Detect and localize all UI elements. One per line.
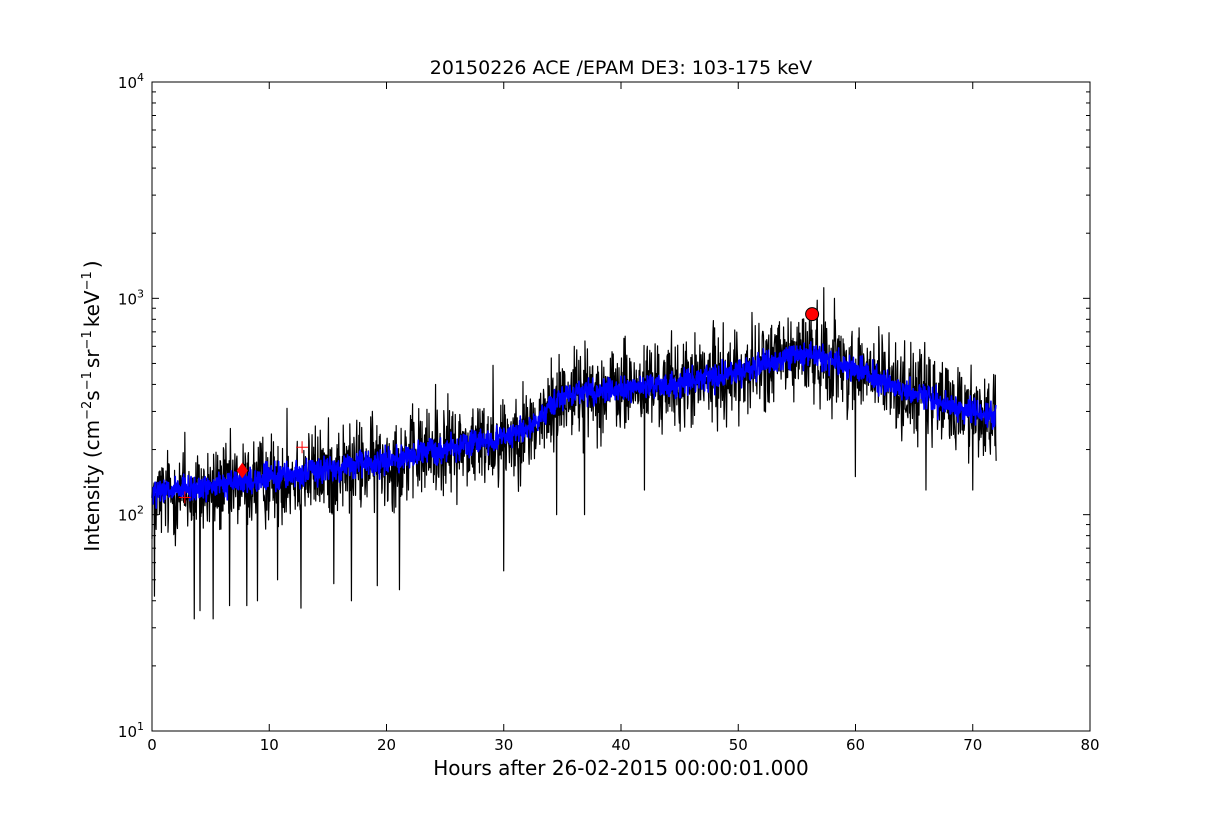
y-axis-label-mid2: sr bbox=[80, 349, 104, 368]
event-marker-circle bbox=[805, 307, 820, 322]
x-tick-label: 10 bbox=[260, 736, 279, 754]
y-axis-label-sup2: −1 bbox=[80, 371, 95, 390]
marker-layer bbox=[178, 307, 820, 504]
chart-title: 20150226 ACE /EPAM DE3: 103-175 keV bbox=[430, 57, 812, 79]
y-axis-label: Intensity (cm−2s−1sr−1keV−1) bbox=[80, 260, 104, 551]
y-tick-label: 102 bbox=[118, 504, 144, 525]
x-tick-label: 0 bbox=[147, 736, 157, 754]
plot-area bbox=[151, 287, 997, 620]
y-axis-label-sup1: −2 bbox=[80, 401, 95, 420]
y-tick-label: 104 bbox=[118, 71, 144, 92]
y-axis-label-suffix: ) bbox=[80, 260, 104, 268]
smoothed-series-layer bbox=[151, 341, 997, 509]
y-tick-label: 103 bbox=[118, 287, 144, 308]
y-tick-label: 101 bbox=[118, 720, 144, 741]
x-tick-label: 70 bbox=[963, 736, 982, 754]
event-marker-plus bbox=[178, 491, 191, 504]
x-tick-label: 40 bbox=[611, 736, 630, 754]
y-axis-label-mid1: s bbox=[80, 390, 104, 400]
x-tick-label: 80 bbox=[1080, 736, 1099, 754]
x-tick-label: 60 bbox=[846, 736, 865, 754]
smoothed-series-line bbox=[151, 341, 997, 509]
x-tick-label: 50 bbox=[729, 736, 748, 754]
y-axis-ticks: 101 102 103 104 bbox=[118, 71, 1090, 741]
x-tick-label: 20 bbox=[377, 736, 396, 754]
y-axis-label-prefix: Intensity (cm bbox=[80, 420, 104, 552]
x-axis-label: Hours after 26-02-2015 00:00:01.000 bbox=[433, 756, 809, 780]
x-tick-label: 30 bbox=[494, 736, 513, 754]
x-axis-ticks: 0 10 20 30 40 50 60 70 80 bbox=[147, 82, 1100, 754]
y-axis-label-sup4: −1 bbox=[80, 271, 95, 290]
event-marker-plus bbox=[296, 441, 309, 454]
y-axis-label-mid3: keV bbox=[80, 290, 104, 327]
y-axis-label-sup3: −1 bbox=[80, 330, 95, 349]
event-marker-diamond bbox=[236, 462, 248, 479]
